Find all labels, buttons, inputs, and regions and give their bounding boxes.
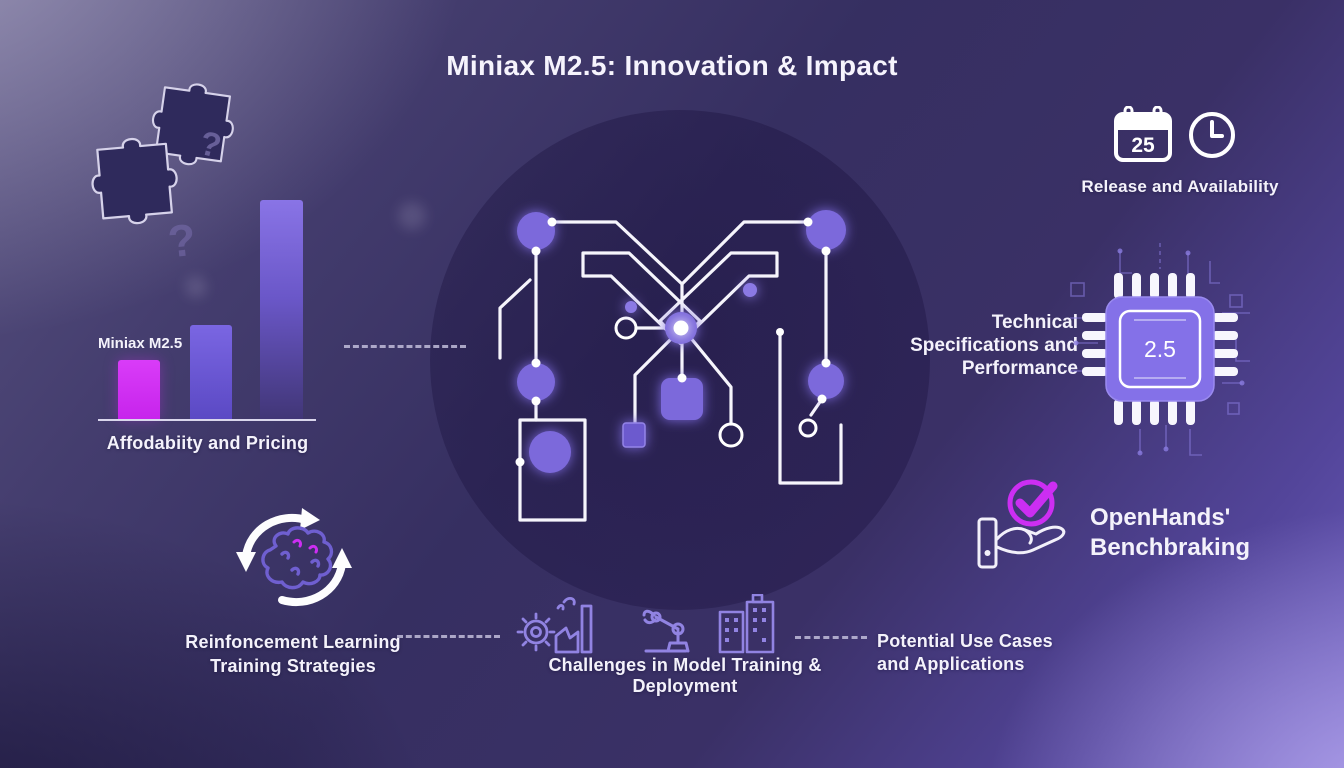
dashed-connector-bottom-right xyxy=(795,636,867,639)
dashed-connector-left xyxy=(344,345,466,348)
robot-arm-icon xyxy=(634,601,698,655)
hand-check-icon xyxy=(976,477,1078,573)
reinforcement-caption: Reinfoncement Learning Training Strategi… xyxy=(168,630,418,678)
dashed-connector-bottom-left xyxy=(397,635,500,638)
potential-line-1: Potential Use Cases xyxy=(877,631,1053,651)
bar-competitor-1 xyxy=(190,325,232,419)
chart-baseline xyxy=(98,419,316,421)
technical-line-2: Specifications and xyxy=(910,335,1078,356)
buildings-icon xyxy=(712,593,782,656)
reinforcement-line-2: Training Strategies xyxy=(210,656,376,676)
technical-line-3: Performance xyxy=(961,358,1078,379)
bokeh-glow xyxy=(398,202,426,230)
bar-label-miniax: Miniax M2.5 xyxy=(98,335,183,352)
bar-competitor-2 xyxy=(260,200,303,419)
release-caption: Release and Availability xyxy=(1081,177,1279,196)
page-title: Miniax M2.5: Innovation & Impact xyxy=(446,50,898,81)
openhands-caption: OpenHands' Benchbraking xyxy=(1090,503,1250,563)
chip-value: 2.5 xyxy=(1144,336,1176,362)
openhands-line-1: OpenHands' xyxy=(1090,504,1231,531)
pricing-bar-chart xyxy=(98,190,316,421)
bokeh-glow xyxy=(185,276,207,298)
circuit-m-illustration xyxy=(430,110,930,610)
calendar-icon: 25 xyxy=(1113,105,1173,164)
affordability-caption: Affodabiity and Pricing xyxy=(106,433,309,453)
technical-line-1: Technical xyxy=(991,312,1078,333)
openhands-line-2: Benchbraking xyxy=(1090,534,1251,561)
puzzle-pieces-icon xyxy=(86,74,276,229)
potential-caption: Potential Use Cases and Applications xyxy=(877,630,1053,676)
bar-miniax-m25 xyxy=(118,360,160,419)
technical-caption: Technical Specifications and Performance xyxy=(858,311,1078,380)
reinforcement-line-1: Reinfoncement Learning xyxy=(185,632,401,652)
challenges-caption: Challenges in Model Training & Deploymen… xyxy=(548,655,822,696)
factory-gear-icon xyxy=(512,594,612,656)
cycle-brain-icon xyxy=(222,500,367,620)
calendar-day: 25 xyxy=(1131,134,1155,157)
potential-line-2: and Applications xyxy=(877,654,1025,674)
center-circle-backdrop xyxy=(430,110,930,610)
clock-icon xyxy=(1186,109,1238,161)
chip-icon: 2.5 xyxy=(1070,243,1250,458)
